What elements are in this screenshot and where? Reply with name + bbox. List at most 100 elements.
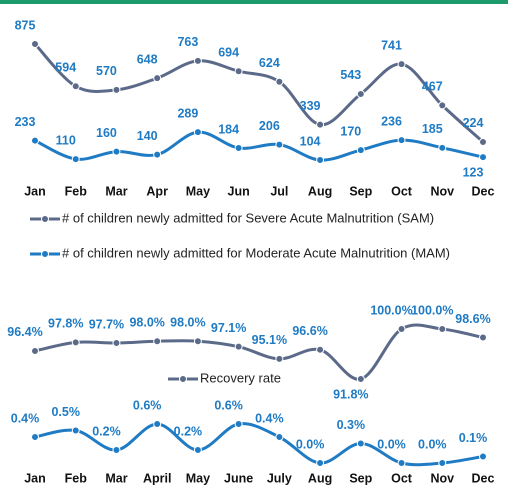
point: [71, 426, 80, 435]
point: [112, 339, 121, 348]
point: [71, 338, 80, 347]
data-label: 875: [15, 18, 36, 32]
point: [112, 85, 121, 94]
point: [356, 146, 365, 155]
point: [234, 143, 243, 152]
legend-marker: [41, 250, 49, 258]
data-label: 91.8%: [333, 387, 368, 401]
point: [275, 354, 284, 363]
data-label: 206: [259, 119, 280, 133]
data-label: 98.0%: [170, 315, 205, 329]
point: [356, 439, 365, 448]
data-label: 233: [15, 115, 36, 129]
data-label: 0.6%: [214, 398, 243, 412]
point: [356, 89, 365, 98]
data-label: 100.0%: [411, 303, 453, 317]
x-tick-label: April: [143, 471, 171, 485]
x-tick-label: Dec: [472, 471, 495, 485]
point: [31, 136, 39, 145]
point: [153, 74, 162, 83]
data-label: 97.8%: [48, 317, 83, 331]
point: [397, 325, 406, 333]
point: [31, 346, 39, 355]
x-tick-label: Jan: [24, 471, 46, 485]
data-label: 0.0%: [418, 437, 447, 451]
point: [479, 333, 487, 342]
x-tick-label: May: [186, 471, 210, 485]
data-label: 123: [463, 165, 484, 179]
point: [193, 446, 202, 454]
x-tick-label: Mar: [105, 471, 127, 485]
data-label: 104: [300, 134, 321, 148]
data-label: 184: [218, 122, 239, 136]
x-tick-label: Feb: [65, 184, 88, 198]
point: [397, 136, 406, 145]
x-tick-label: Oct: [391, 184, 413, 198]
data-label: 96.4%: [7, 325, 42, 339]
point: [397, 60, 406, 69]
point: [275, 140, 284, 149]
point: [31, 40, 39, 48]
x-tick-label: Dec: [472, 184, 495, 198]
x-tick-label: Jul: [270, 184, 288, 198]
point: [112, 147, 121, 156]
point: [112, 446, 121, 454]
data-label: 763: [177, 35, 198, 49]
point: [356, 375, 365, 383]
data-label: 0.4%: [255, 411, 284, 425]
data-label: 97.7%: [89, 317, 124, 331]
x-tick-label: Jun: [228, 184, 250, 198]
point: [275, 433, 284, 441]
point: [234, 420, 243, 428]
data-label: 339: [300, 99, 321, 113]
data-label: 0.3%: [337, 418, 366, 432]
point: [316, 156, 325, 164]
x-tick-label: Oct: [391, 471, 413, 485]
data-label: 110: [56, 133, 76, 147]
x-tick-label: Aug: [308, 184, 332, 198]
point: [153, 420, 162, 428]
data-label: 0.0%: [377, 437, 406, 451]
data-label: 98.6%: [455, 312, 490, 326]
data-label: 170: [340, 124, 361, 138]
point: [397, 459, 406, 467]
data-label: 624: [259, 56, 280, 70]
data-label: 96.6%: [292, 324, 327, 338]
x-tick-label: Sep: [349, 184, 372, 198]
data-label: 648: [137, 52, 158, 66]
data-label: 100.0%: [370, 303, 412, 317]
data-label: 0.2%: [92, 424, 121, 438]
data-label: 140: [137, 129, 158, 143]
data-label: 0.2%: [174, 424, 203, 438]
point: [234, 67, 243, 76]
data-label: 98.0%: [129, 315, 164, 329]
data-label: 0.5%: [51, 405, 80, 419]
point: [479, 452, 487, 461]
data-label: 224: [463, 116, 484, 130]
data-label: 185: [422, 122, 443, 136]
point: [479, 153, 487, 162]
data-label: 741: [381, 38, 402, 52]
x-tick-label: Jan: [24, 184, 46, 198]
data-label: 594: [55, 61, 76, 75]
legend-marker: [41, 215, 49, 223]
top-bar: [0, 0, 508, 4]
legend-marker: [179, 375, 187, 383]
point: [316, 120, 325, 129]
x-tick-label: Feb: [65, 471, 88, 485]
data-label: 543: [340, 68, 361, 82]
data-label: 97.1%: [211, 321, 246, 335]
point: [234, 342, 243, 351]
point: [275, 77, 284, 86]
data-label: 0.0%: [296, 437, 325, 451]
point: [193, 56, 202, 65]
x-tick-label: Nov: [430, 471, 454, 485]
x-tick-label: June: [224, 471, 253, 485]
x-tick-label: Nov: [430, 184, 454, 198]
point: [193, 128, 202, 137]
data-label: 0.6%: [133, 398, 162, 412]
legend-label: # of children newly admitted for Moderat…: [62, 245, 450, 260]
point: [71, 82, 80, 91]
x-tick-label: May: [186, 184, 210, 198]
